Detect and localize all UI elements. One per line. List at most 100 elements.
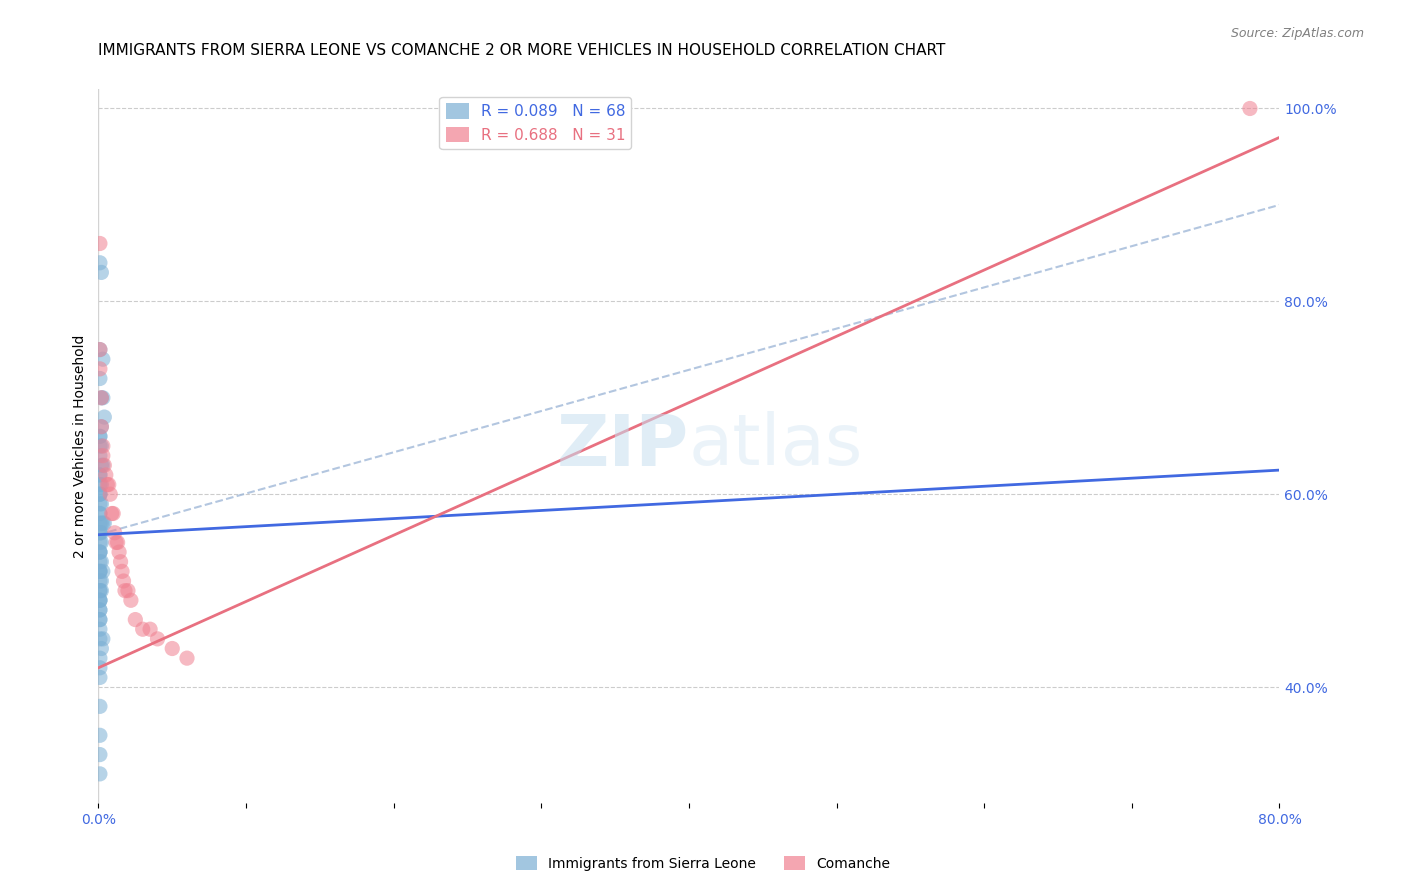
Point [89, 699, 111, 714]
Point [176, 651, 198, 665]
Point [114, 583, 136, 598]
Point [91, 449, 114, 463]
Point [124, 613, 146, 627]
Point [139, 622, 162, 636]
Text: Source: ZipAtlas.com: Source: ZipAtlas.com [1230, 27, 1364, 40]
Point [89, 632, 111, 646]
Point [89, 593, 111, 607]
Point [89, 343, 111, 357]
Point [89, 487, 111, 501]
Point [89, 525, 111, 540]
Point [89, 467, 111, 482]
Point [90, 439, 112, 453]
Point [110, 555, 132, 569]
Point [120, 593, 142, 607]
Point [132, 622, 155, 636]
Point [90, 525, 112, 540]
Point [89, 565, 111, 579]
Point [105, 535, 128, 549]
Y-axis label: 2 or more Vehicles in Household: 2 or more Vehicles in Household [73, 334, 87, 558]
Point [89, 256, 111, 270]
Point [89, 613, 111, 627]
Point [90, 265, 112, 279]
Point [89, 507, 111, 521]
Point [89, 439, 111, 453]
Point [89, 661, 111, 675]
Point [93, 458, 115, 473]
Point [89, 545, 111, 559]
Point [89, 429, 111, 443]
Point [90, 419, 112, 434]
Point [89, 565, 111, 579]
Point [98, 487, 121, 501]
Point [89, 545, 111, 559]
Point [89, 747, 111, 762]
Point [89, 535, 111, 549]
Point [90, 391, 112, 405]
Point [90, 555, 112, 569]
Point [89, 565, 111, 579]
Point [89, 467, 111, 482]
Point [97, 477, 120, 491]
Point [89, 487, 111, 501]
Text: IMMIGRANTS FROM SIERRA LEONE VS COMANCHE 2 OR MORE VEHICLES IN HOUSEHOLD CORRELA: IMMIGRANTS FROM SIERRA LEONE VS COMANCHE… [98, 43, 946, 58]
Point [89, 371, 111, 385]
Point [89, 362, 111, 376]
Point [89, 622, 111, 636]
Point [89, 593, 111, 607]
Point [103, 507, 125, 521]
Point [111, 565, 134, 579]
Point [89, 449, 111, 463]
Point [89, 583, 111, 598]
Point [90, 516, 112, 530]
Point [89, 728, 111, 742]
Point [89, 487, 111, 501]
Point [89, 516, 111, 530]
Point [1239, 102, 1261, 116]
Point [89, 670, 111, 684]
Point [89, 236, 111, 251]
Point [89, 603, 111, 617]
Point [89, 525, 111, 540]
Point [91, 565, 114, 579]
Point [89, 507, 111, 521]
Point [104, 525, 127, 540]
Point [90, 574, 112, 588]
Point [91, 632, 114, 646]
Point [90, 477, 112, 491]
Point [90, 535, 112, 549]
Point [90, 641, 112, 656]
Point [93, 516, 115, 530]
Point [146, 632, 169, 646]
Point [90, 583, 112, 598]
Point [89, 613, 111, 627]
Point [91, 516, 114, 530]
Point [90, 419, 112, 434]
Point [162, 641, 183, 656]
Legend: Immigrants from Sierra Leone, Comanche: Immigrants from Sierra Leone, Comanche [510, 850, 896, 876]
Text: ZIP: ZIP [557, 411, 689, 481]
Text: atlas: atlas [689, 411, 863, 481]
Point [89, 767, 111, 781]
Point [89, 545, 111, 559]
Point [108, 545, 131, 559]
Point [89, 343, 111, 357]
Point [100, 507, 122, 521]
Point [91, 439, 114, 453]
Point [89, 651, 111, 665]
Point [89, 574, 111, 588]
Point [90, 391, 112, 405]
Point [89, 429, 111, 443]
Point [112, 574, 135, 588]
Point [89, 477, 111, 491]
Point [91, 458, 114, 473]
Point [93, 410, 115, 425]
Point [107, 535, 129, 549]
Point [90, 458, 112, 473]
Point [89, 593, 111, 607]
Point [90, 497, 112, 511]
Point [91, 352, 114, 367]
Point [117, 583, 139, 598]
Point [89, 583, 111, 598]
Point [96, 477, 118, 491]
